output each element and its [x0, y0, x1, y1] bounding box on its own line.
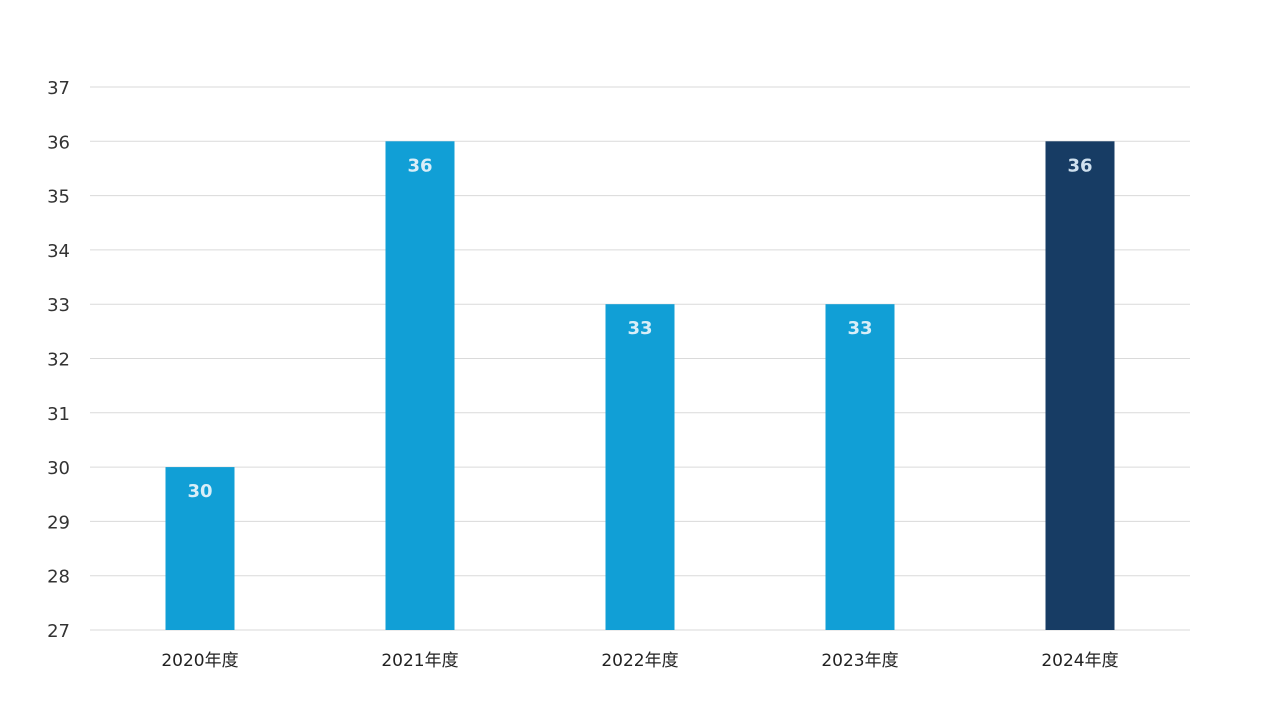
- y-tick-label: 31: [47, 404, 70, 425]
- x-axis-labels: 2020年度 2021年度 2022年度 2023年度 2024年度: [161, 651, 1118, 671]
- y-tick-label: 27: [47, 621, 70, 642]
- y-tick-label: 35: [47, 187, 70, 208]
- x-category-label: 2022年度: [601, 651, 678, 671]
- y-tick-label: 29: [47, 512, 70, 533]
- bar-data-label: 33: [847, 318, 872, 339]
- bar-2022年度: [605, 304, 675, 630]
- x-category-label: 2023年度: [821, 651, 898, 671]
- bars: 30 36 33 33 36: [165, 141, 1115, 631]
- bar-2023年度: [825, 304, 895, 630]
- x-category-label: 2024年度: [1041, 651, 1118, 671]
- bar-2020年度: [165, 467, 235, 630]
- bar-data-label: 36: [1067, 155, 1092, 176]
- bar-2024年度: [1045, 141, 1115, 631]
- y-tick-label: 30: [47, 458, 70, 479]
- bar-data-label: 36: [407, 155, 432, 176]
- x-category-label: 2020年度: [161, 651, 238, 671]
- y-tick-label: 32: [47, 350, 70, 371]
- y-axis-ticks: 27 28 29 30 31 32 33 34 35 36 37: [47, 78, 70, 642]
- y-tick-label: 33: [47, 295, 70, 316]
- bar-data-label: 33: [627, 318, 652, 339]
- y-tick-label: 28: [47, 567, 70, 588]
- x-category-label: 2021年度: [381, 651, 458, 671]
- bar-data-label: 30: [187, 481, 212, 502]
- bar-2021年度: [385, 141, 455, 631]
- y-tick-label: 34: [47, 241, 70, 262]
- y-tick-label: 36: [47, 132, 70, 153]
- y-tick-label: 37: [47, 78, 70, 99]
